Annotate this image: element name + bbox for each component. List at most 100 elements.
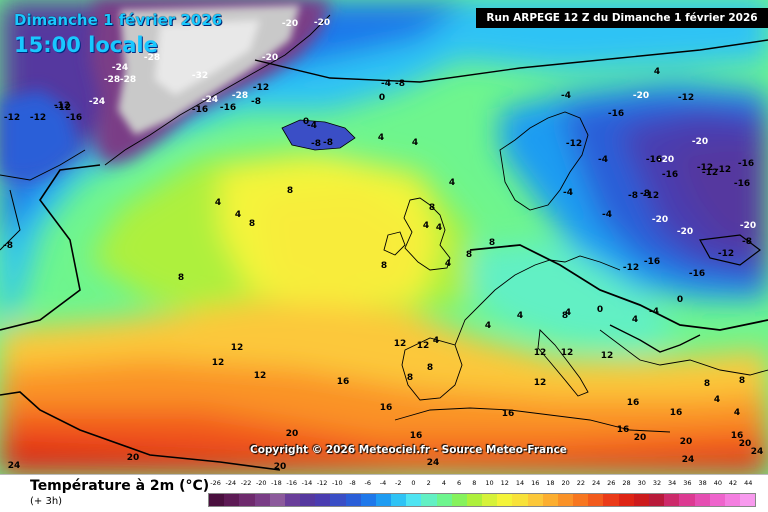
legend-swatch <box>557 494 574 506</box>
temperature-value-label: 8 <box>381 261 387 271</box>
legend-swatch <box>315 494 331 506</box>
temperature-value-label: -4 <box>307 121 317 131</box>
temperature-value-label: -16 <box>734 179 750 189</box>
temperature-value-label: 12 <box>534 348 547 358</box>
legend-swatch <box>209 494 225 506</box>
temperature-value-label: 16 <box>670 408 683 418</box>
temperature-value-label: 8 <box>704 379 710 389</box>
legend-label: 30 <box>637 479 646 487</box>
temperature-value-label: 4 <box>654 67 660 77</box>
temperature-value-label: 24 <box>682 455 695 465</box>
temperature-value-label: -12 <box>678 93 694 103</box>
temperature-value-label: 4 <box>632 315 638 325</box>
temperature-value-label: 4 <box>433 336 439 346</box>
legend-label: 10 <box>485 479 494 487</box>
temperature-value-label: -12 <box>697 163 713 173</box>
temperature-value-label: -28 <box>120 75 136 85</box>
temperature-value-label: 4 <box>449 178 455 188</box>
temperature-value-label: 4 <box>714 395 720 405</box>
legend-label: 32 <box>652 479 662 487</box>
temperature-value-label: -16 <box>644 257 660 267</box>
coastlines <box>0 14 768 433</box>
temperature-value-label: 12 <box>212 358 225 368</box>
temperature-value-label: 0 <box>597 305 603 315</box>
legend-swatch <box>618 494 634 506</box>
legend-label: 22 <box>576 479 585 487</box>
legend-label: 8 <box>472 479 477 487</box>
legend-label: 34 <box>668 479 677 487</box>
temperature-value-label: 24 <box>427 458 440 468</box>
temperature-value-label: 16 <box>380 403 393 413</box>
legend-label: -18 <box>271 479 282 487</box>
legend-swatch <box>482 494 498 506</box>
temperature-value-label: 20 <box>274 462 287 472</box>
legend-swatch <box>330 494 346 506</box>
temperature-value-label: 8 <box>407 373 413 383</box>
legend-labels: -26 -24 -22 -20 -18 -16 -14 -12 -10 -8 -6 -4 -2 0 2 4 6 8… <box>208 479 756 491</box>
temperature-value-label: 0 <box>303 117 309 127</box>
temperature-value-label: 8 <box>427 363 433 373</box>
temperature-value-label: 4 <box>215 198 221 208</box>
legend-label: 14 <box>515 479 525 487</box>
legend-label: -2 <box>394 479 402 487</box>
temperature-value-label: -16 <box>738 159 754 169</box>
legend-swatch <box>421 494 437 506</box>
temperature-value-label: -12 <box>4 113 20 123</box>
temperature-value-label: 24 <box>8 461 21 471</box>
temperature-value-label: -4 <box>602 210 612 220</box>
temperature-map: -20 -20-24-28 -32-28-16-24-12-12-16-12-24-… <box>0 0 768 474</box>
legend-swatch <box>648 494 665 506</box>
legend-swatch <box>239 494 255 506</box>
temperature-value-label: -28 <box>104 75 120 85</box>
legend-swatch <box>709 494 725 506</box>
temperature-value-label: -16 <box>220 103 236 113</box>
temperature-value-label: -16 <box>608 109 624 119</box>
temperature-value-label: -12 <box>55 103 71 113</box>
temperature-value-label: 20 <box>634 433 647 443</box>
legend-label: 40 <box>713 479 722 487</box>
temperature-value-label: -24 <box>89 97 105 107</box>
temperature-value-label: 4 <box>565 308 571 318</box>
temperature-value-label: 8 <box>466 250 472 260</box>
parameter-title: Température à 2m (°C) <box>30 478 210 494</box>
legend-label: -12 <box>316 479 328 487</box>
legend-swatch <box>588 494 604 506</box>
temperature-value-label: 0 <box>677 295 683 305</box>
legend-swatch <box>375 494 392 506</box>
temperature-value-label: 12 <box>417 341 430 351</box>
temperature-value-label: 12 <box>561 348 574 358</box>
temperature-value-label: 12 <box>534 378 547 388</box>
temperature-value-label: 20 <box>286 429 299 439</box>
legend-swatch <box>254 494 270 506</box>
legend-swatch <box>679 494 695 506</box>
temperature-value-label: 4 <box>436 223 442 233</box>
temperature-value-label: -28 <box>144 53 160 63</box>
temperature-value-label: -8 <box>628 191 638 201</box>
legend-swatch <box>451 494 467 506</box>
map-footer: Température à 2m (°C) (+ 3h) -26 -24 -22 -2… <box>0 474 768 512</box>
temperature-value-label: -20 <box>282 19 298 29</box>
temperature-value-label: -4 <box>381 79 391 89</box>
legend-label: -4 <box>379 479 387 487</box>
legend-swatch <box>633 494 649 506</box>
temperature-value-label: 20 <box>127 453 140 463</box>
legend-swatch <box>740 494 756 506</box>
temperature-value-label: 12 <box>254 371 267 381</box>
temperature-value-label: 4 <box>485 321 491 331</box>
temperature-value-label: 8 <box>178 273 184 283</box>
temperature-value-label: -12 <box>30 113 46 123</box>
isotherm-contours <box>0 39 768 471</box>
temperature-value-label: -16 <box>192 105 208 115</box>
legend-label: -14 <box>301 479 313 487</box>
temperature-value-label: 4 <box>412 138 418 148</box>
temperature-value-label: -16 <box>66 113 82 123</box>
temperature-value-label: 16 <box>410 431 423 441</box>
legend-swatch <box>466 494 483 506</box>
temperature-value-label: -20 <box>633 91 649 101</box>
temperature-value-label: -20 <box>314 18 330 28</box>
legend-label: 24 <box>591 479 601 487</box>
temperature-value-label: -32 <box>192 71 208 81</box>
temperature-value-label: -4 <box>563 188 573 198</box>
legend-label: 28 <box>622 479 631 487</box>
temperature-value-label: 4 <box>235 210 241 220</box>
